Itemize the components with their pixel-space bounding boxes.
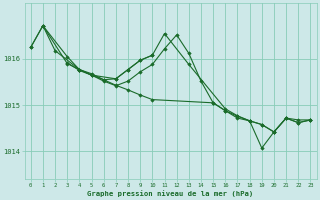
X-axis label: Graphe pression niveau de la mer (hPa): Graphe pression niveau de la mer (hPa) — [87, 190, 254, 197]
